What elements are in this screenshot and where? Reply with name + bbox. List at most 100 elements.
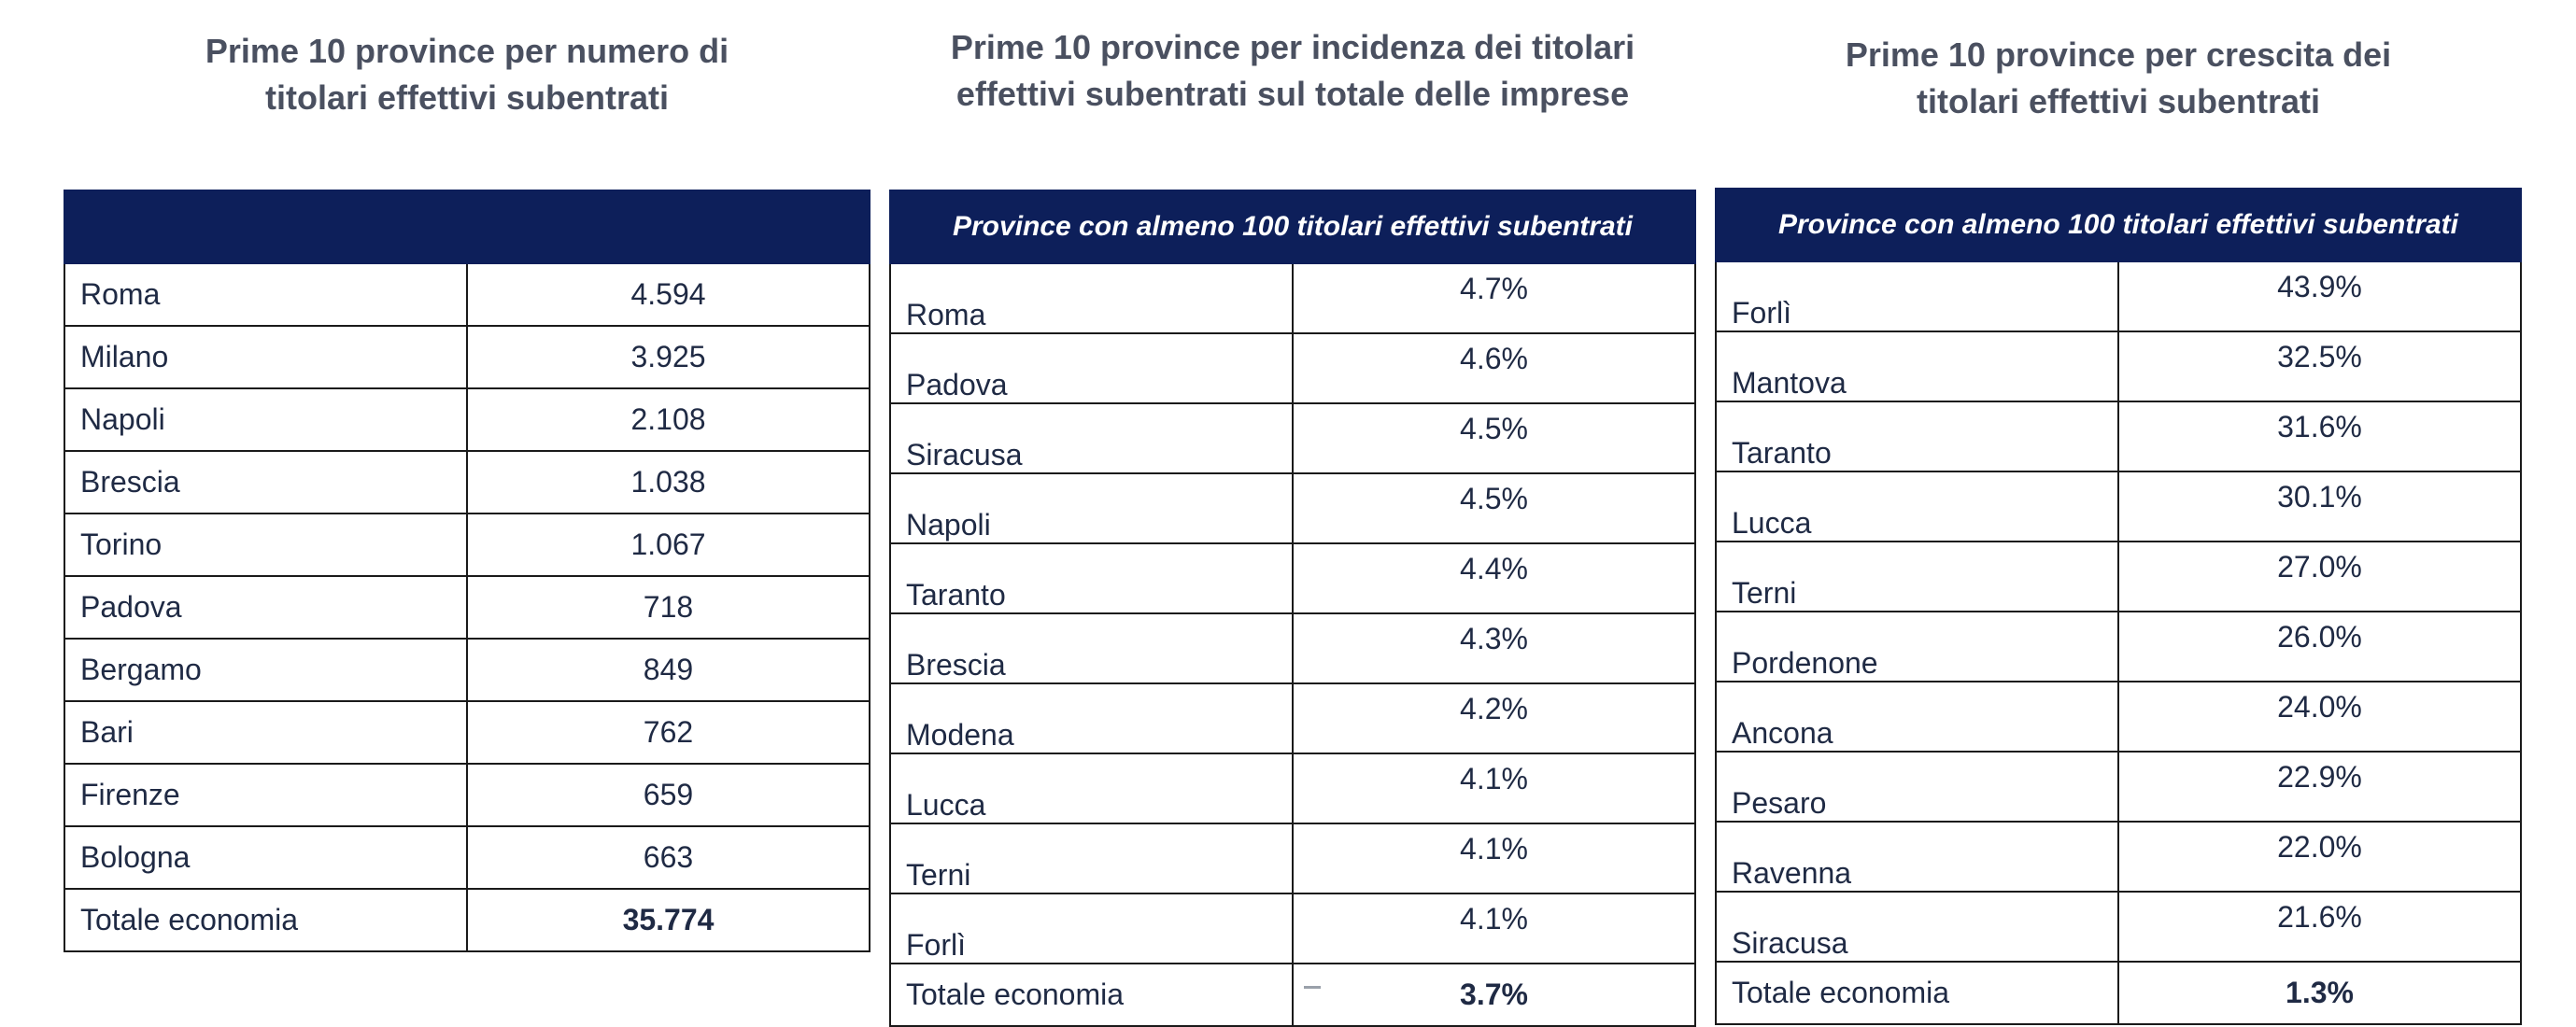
province-name: Bergamo: [64, 638, 468, 702]
province-value: 43.9%: [2117, 260, 2522, 332]
province-value: 4.2%: [1292, 682, 1696, 754]
table-row: Bologna 663: [64, 825, 870, 890]
province-name: Milano: [64, 325, 468, 389]
province-value: 4.5%: [1292, 472, 1696, 544]
total-value: 35.774: [466, 888, 870, 952]
table-row: Taranto 31.6%: [1715, 401, 2522, 472]
province-name: Terni: [889, 823, 1294, 894]
province-value: 32.5%: [2117, 331, 2522, 402]
table-row: Milano 3.925: [64, 325, 870, 389]
table-row: Lucca 4.1%: [889, 753, 1696, 824]
province-value: 4.1%: [1292, 753, 1696, 824]
table-header-row: [64, 190, 870, 264]
province-name: Taranto: [889, 542, 1294, 614]
province-name: Brescia: [64, 450, 468, 514]
province-name: Napoli: [889, 472, 1294, 544]
province-value: 24.0%: [2117, 681, 2522, 753]
table-row: Roma 4.7%: [889, 262, 1696, 334]
province-value: 30.1%: [2117, 471, 2522, 542]
province-value: 4.4%: [1292, 542, 1696, 614]
table-row: Siracusa 4.5%: [889, 402, 1696, 474]
table-header: Province con almeno 100 titolari effetti…: [889, 190, 1696, 264]
table-row: Bari 762: [64, 700, 870, 765]
table-header: Province con almeno 100 titolari effetti…: [1715, 188, 2522, 262]
province-value: 3.925: [466, 325, 870, 389]
table-row: Roma 4.594: [64, 262, 870, 327]
province-name: Padova: [889, 332, 1294, 404]
province-name: Roma: [64, 262, 468, 327]
table-header-row: Province con almeno 100 titolari effetti…: [889, 190, 1696, 264]
table-header: [64, 190, 870, 264]
table-row: Taranto 4.4%: [889, 542, 1696, 614]
province-name: Bologna: [64, 825, 468, 890]
province-name: Pordenone: [1715, 611, 2119, 682]
total-row: Totale economia 1.3%: [1715, 961, 2522, 1025]
table-row: Bergamo 849: [64, 638, 870, 702]
table-row: Brescia 4.3%: [889, 612, 1696, 684]
table-row: Padova 718: [64, 575, 870, 640]
province-value: 22.0%: [2117, 821, 2522, 893]
total-label: Totale economia: [1715, 961, 2119, 1025]
province-name: Terni: [1715, 541, 2119, 612]
province-value: 1.067: [466, 513, 870, 577]
total-value: 1.3%: [2117, 961, 2522, 1025]
province-name: Lucca: [1715, 471, 2119, 542]
province-name: Bari: [64, 700, 468, 765]
province-name: Modena: [889, 682, 1294, 754]
panel-title: Prime 10 province per crescita dei titol…: [1845, 35, 2392, 120]
table-row: Napoli 2.108: [64, 387, 870, 452]
province-value: 31.6%: [2117, 401, 2522, 472]
province-value: 22.9%: [2117, 751, 2522, 823]
province-value: 2.108: [466, 387, 870, 452]
province-name: Brescia: [889, 612, 1294, 684]
table-row: Pordenone 26.0%: [1715, 611, 2522, 682]
province-name: Napoli: [64, 387, 468, 452]
table-row: Brescia 1.038: [64, 450, 870, 514]
table-row: Mantova 32.5%: [1715, 331, 2522, 402]
province-name: Mantova: [1715, 331, 2119, 402]
table-row: Pesaro 22.9%: [1715, 751, 2522, 823]
province-name: Siracusa: [1715, 891, 2119, 963]
total-label: Totale economia: [64, 888, 468, 952]
table-row: Terni 27.0%: [1715, 541, 2522, 612]
page-marker: [1304, 986, 1321, 989]
province-value: 4.6%: [1292, 332, 1696, 404]
province-name: Ancona: [1715, 681, 2119, 753]
table-row: Torino 1.067: [64, 513, 870, 577]
province-value: 4.1%: [1292, 823, 1696, 894]
province-name: Roma: [889, 262, 1294, 334]
table-row: Firenze 659: [64, 763, 870, 827]
province-value: 663: [466, 825, 870, 890]
total-value: 3.7%: [1292, 963, 1696, 1027]
province-value: 4.594: [466, 262, 870, 327]
panel-title: Prime 10 province per incidenza dei tito…: [950, 28, 1635, 113]
table-row: Napoli 4.5%: [889, 472, 1696, 544]
province-value: 4.1%: [1292, 893, 1696, 964]
province-value: 762: [466, 700, 870, 765]
province-value: 27.0%: [2117, 541, 2522, 612]
province-name: Siracusa: [889, 402, 1294, 474]
province-name: Firenze: [64, 763, 468, 827]
table-row: Padova 4.6%: [889, 332, 1696, 404]
province-value: 718: [466, 575, 870, 640]
table-header-row: Province con almeno 100 titolari effetti…: [1715, 188, 2522, 262]
province-value: 21.6%: [2117, 891, 2522, 963]
province-name: Ravenna: [1715, 821, 2119, 893]
province-value: 659: [466, 763, 870, 827]
province-name: Padova: [64, 575, 468, 640]
province-value: 4.5%: [1292, 402, 1696, 474]
table-row: Terni 4.1%: [889, 823, 1696, 894]
total-row: Totale economia 35.774: [64, 888, 870, 952]
province-value: 1.038: [466, 450, 870, 514]
total-label: Totale economia: [889, 963, 1294, 1027]
table-row: Modena 4.2%: [889, 682, 1696, 754]
table-row: Lucca 30.1%: [1715, 471, 2522, 542]
province-name: Pesaro: [1715, 751, 2119, 823]
ranking-table: Province con almeno 100 titolari effetti…: [889, 190, 1696, 1027]
ranking-table: Province con almeno 100 titolari effetti…: [1715, 188, 2522, 1025]
province-value: 4.3%: [1292, 612, 1696, 684]
ranking-table: Roma 4.594 Milano 3.925 Napoli 2.108 Bresci…: [64, 190, 870, 952]
province-name: Forlì: [889, 893, 1294, 964]
province-value: 849: [466, 638, 870, 702]
province-name: Taranto: [1715, 401, 2119, 472]
